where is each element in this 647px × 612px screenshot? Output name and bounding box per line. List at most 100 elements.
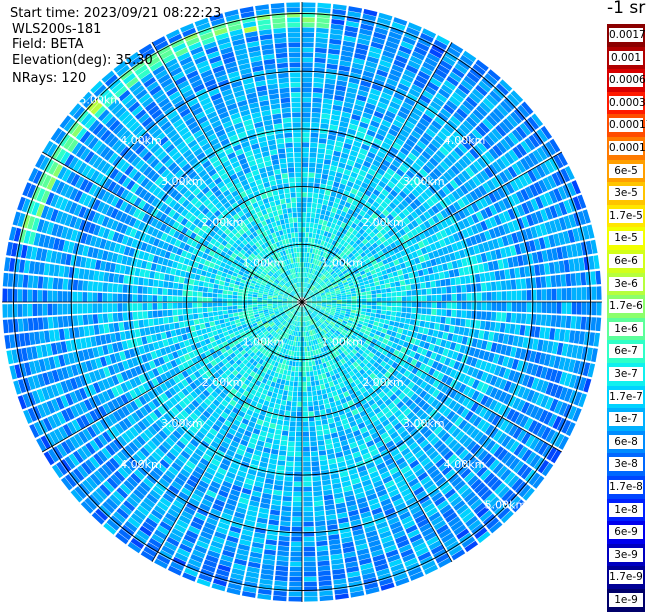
ray-gate: [351, 307, 356, 310]
ray-gate: [302, 32, 314, 37]
ray-gate: [373, 277, 378, 282]
ray-gate: [319, 450, 326, 455]
ray-gate: [462, 302, 467, 309]
ray-gate: [317, 435, 324, 440]
ray-gate: [278, 541, 289, 546]
ray-gate: [342, 300, 347, 302]
ray-gate: [310, 441, 317, 446]
ray-gate: [290, 567, 302, 572]
ray-gate: [385, 283, 390, 288]
ray-gate: [299, 372, 302, 377]
ray-gate: [539, 264, 545, 276]
ray-gate: [372, 302, 377, 305]
ray-gate: [292, 512, 302, 517]
ray-gate: [219, 333, 225, 338]
ray-gate: [271, 418, 278, 424]
ray-gate: [276, 399, 282, 405]
ray-gate: [292, 517, 302, 522]
ray-gate: [346, 292, 351, 295]
ray-gate: [309, 233, 313, 238]
ray-gate: [331, 473, 340, 479]
ray-gate: [192, 331, 198, 337]
ray-gate: [491, 282, 496, 291]
ray-gate: [526, 278, 531, 289]
ray-gate: [311, 128, 319, 133]
ray-gate: [281, 516, 291, 521]
ray-gate: [330, 549, 342, 555]
ray-gate: [320, 128, 328, 134]
ray-gate: [486, 282, 491, 291]
ray-gate: [382, 328, 388, 333]
ray-gate: [321, 210, 326, 215]
ray-gate: [402, 268, 408, 274]
ray-gate: [534, 265, 540, 276]
ray-gate: [281, 436, 288, 441]
ray-gate: [307, 392, 312, 397]
ray-gate: [303, 487, 312, 492]
ray-gate: [492, 292, 497, 301]
ray-gate: [322, 109, 331, 115]
ray-gate: [471, 311, 476, 319]
ray-gate: [422, 296, 427, 302]
ray-gate: [397, 297, 402, 302]
ray-gate: [381, 270, 387, 275]
ray-gate: [319, 379, 324, 384]
ray-gate: [291, 537, 302, 542]
ray-gate: [318, 148, 325, 154]
ray-gate: [314, 223, 318, 228]
ray-gate: [402, 297, 407, 302]
ray-gate: [303, 407, 308, 412]
ray-gate: [306, 213, 310, 218]
ray-gate: [541, 315, 546, 326]
ray-gate: [434, 323, 440, 330]
ray-gate: [290, 376, 294, 381]
ray-gate: [327, 519, 338, 525]
ray-gate: [411, 284, 416, 290]
ray-gate: [383, 324, 389, 329]
ray-gate: [302, 337, 304, 342]
ray-gate: [376, 310, 381, 314]
ray-gate: [273, 490, 282, 496]
ray-gate: [372, 294, 377, 298]
ray-gate: [287, 451, 294, 456]
ray-gate: [399, 323, 405, 329]
ray-gate: [302, 107, 311, 112]
ray-gate: [303, 372, 306, 377]
ray-gate: [284, 486, 293, 491]
ray-gate: [397, 302, 402, 307]
ray-gate: [459, 327, 465, 335]
ray-gate: [490, 272, 496, 281]
ray-gate: [290, 557, 302, 562]
ray-gate: [303, 447, 310, 452]
ray-gate: [404, 324, 410, 330]
ray-gate: [272, 500, 282, 506]
ray-gate: [318, 445, 325, 451]
ray-gate: [266, 380, 271, 386]
ray-gate: [315, 53, 327, 59]
ray-gate: [314, 73, 325, 78]
ray-gate: [370, 283, 375, 287]
ray-gate: [287, 371, 291, 376]
ray-gate: [289, 597, 303, 602]
ray-gate: [465, 276, 471, 284]
ray-gate: [303, 387, 307, 392]
ray-gate: [267, 407, 273, 413]
ray-gate: [439, 272, 445, 279]
ray-gate: [423, 328, 429, 335]
ray-gate: [377, 298, 382, 302]
ray-gate: [313, 228, 317, 233]
ray-gate: [502, 291, 507, 300]
ray-gate: [517, 302, 522, 312]
ray-gate: [312, 386, 317, 391]
ray-gate: [291, 552, 303, 557]
ray-gate: [294, 467, 302, 472]
ray-gate: [273, 596, 287, 602]
ray-gate: [303, 412, 308, 417]
ray-gate: [480, 273, 486, 282]
ray-gate: [302, 102, 311, 107]
ray-gate: [288, 366, 292, 371]
ray-gate: [273, 409, 279, 415]
ray-gate: [295, 447, 302, 452]
ray-gate: [286, 461, 294, 466]
